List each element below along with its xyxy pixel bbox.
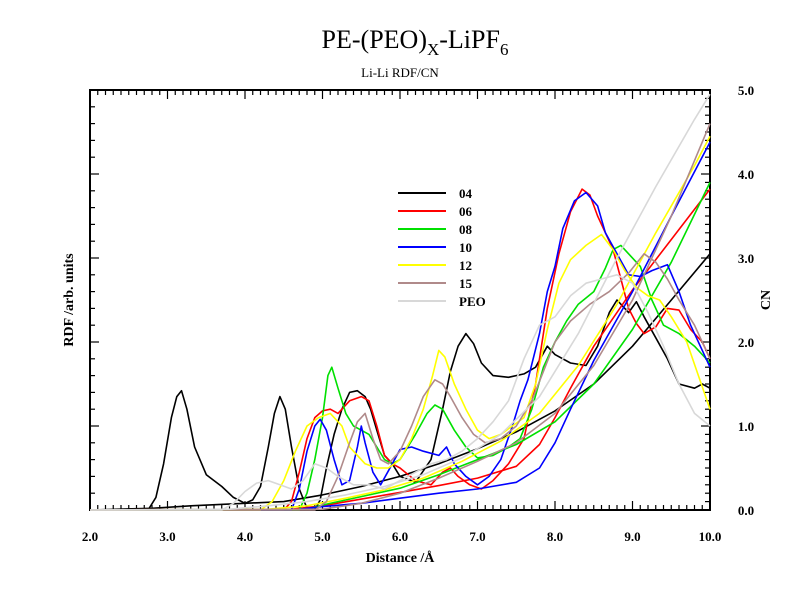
rdf-line-12	[90, 233, 711, 511]
legend-label-12: 12	[459, 258, 472, 273]
legend-label-10: 10	[459, 240, 472, 255]
cn-line-15	[89, 123, 711, 511]
x-tick-label: 8.0	[547, 529, 563, 544]
x-tick-label: 7.0	[469, 529, 485, 544]
rdf-line-15	[90, 253, 711, 511]
x-tick-label: 2.0	[82, 529, 98, 544]
x-tick-labels: 2.0 3.0 4.0 5.0 6.0 7.0 8.0 9.0 10.0	[82, 529, 722, 544]
y-right-tick-label: 2.0	[738, 335, 754, 350]
y-axis-left-label: RDF /arb. units	[62, 253, 77, 347]
cn-line-PEO	[89, 93, 711, 511]
legend-label-PEO: PEO	[459, 294, 486, 309]
chart-subtitle: Li-Li RDF/CN	[361, 65, 439, 80]
y-right-tick-label: 3.0	[738, 251, 754, 266]
y-right-tick-label: 4.0	[738, 167, 754, 182]
legend: 04 06 08 10 12 15 PEO	[398, 186, 486, 309]
x-tick-label: 10.0	[699, 529, 722, 544]
series-lines	[89, 93, 711, 511]
rdf-line-04	[90, 299, 711, 511]
chart-title-sub1: X	[427, 40, 439, 59]
x-tick-label: 6.0	[392, 529, 408, 544]
legend-label-08: 08	[459, 222, 473, 237]
cn-line-04	[89, 253, 711, 511]
cn-line-06	[89, 188, 711, 511]
cn-line-10	[89, 141, 711, 511]
axis-ticks	[89, 89, 711, 511]
chart-title-sub2: 6	[500, 40, 509, 59]
rdf-line-06	[90, 188, 711, 511]
chart-title: PE-(PEO)X-LiPF6	[322, 25, 509, 59]
rdf-line-10	[90, 191, 711, 511]
x-tick-label: 3.0	[159, 529, 175, 544]
y-right-tick-label: 1.0	[738, 419, 754, 434]
x-axis-label: Distance /Å	[366, 550, 436, 566]
legend-label-04: 04	[459, 186, 473, 201]
x-tick-label: 5.0	[314, 529, 330, 544]
y-right-tick-label: 0.0	[738, 503, 754, 518]
rdf-line-PEO	[90, 274, 711, 511]
legend-label-15: 15	[459, 276, 473, 291]
chart-title-prefix: PE-(PEO)	[322, 25, 427, 54]
y-axis-right-label: CN	[759, 290, 774, 310]
cn-line-08	[89, 182, 711, 511]
chart-title-middle: -LiPF	[439, 25, 500, 54]
x-tick-label: 4.0	[237, 529, 253, 544]
legend-label-06: 06	[459, 204, 473, 219]
y-right-tick-labels: 0.0 1.0 2.0 3.0 4.0 5.0	[738, 83, 754, 518]
y-right-tick-label: 5.0	[738, 83, 754, 98]
x-tick-label: 9.0	[624, 529, 640, 544]
cn-line-12	[89, 135, 711, 511]
